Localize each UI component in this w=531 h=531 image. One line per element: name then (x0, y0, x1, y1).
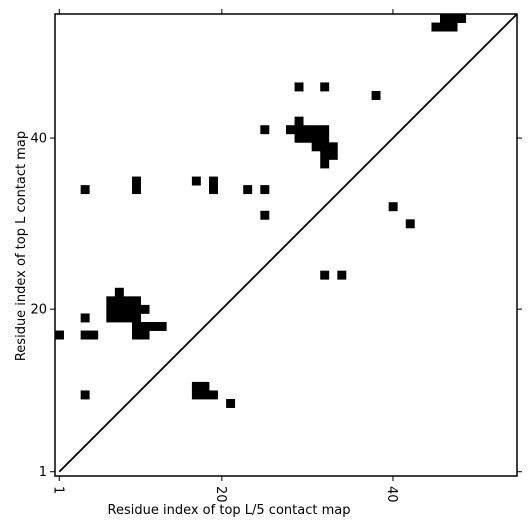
contact-cell-upper (294, 116, 304, 126)
contact-cell-lower (260, 210, 270, 220)
contact-cell-upper (294, 133, 304, 143)
contact-cell-lower (132, 296, 141, 306)
contact-cell-lower (132, 176, 141, 186)
contact-cell-upper (320, 150, 330, 160)
contact-cell-lower (106, 313, 116, 323)
x-tick-label: 40 (384, 486, 399, 503)
contact-cell-upper (294, 125, 304, 135)
contact-cell-upper (294, 82, 304, 92)
contact-cell-lower (191, 381, 201, 391)
contact-cell-lower (132, 304, 141, 314)
contact-cell-lower (80, 330, 90, 340)
y-tick-label: 40 (30, 132, 47, 147)
contact-cell-upper (371, 91, 381, 100)
contact-cell-lower (260, 185, 270, 195)
y-axis-label: Residue index of top L contact map (14, 131, 29, 361)
x-axis-label: Residue index of top L/5 contact map (108, 503, 351, 518)
contact-cell-lower (140, 330, 150, 340)
contact-cell-lower (132, 322, 141, 331)
contact-cell-upper (431, 22, 441, 32)
contact-cell-upper (320, 82, 330, 92)
x-tick-label: 1 (50, 486, 65, 494)
contact-cell-lower (114, 296, 124, 306)
contact-cell-lower (123, 313, 133, 323)
y-tick-label: 20 (30, 303, 47, 318)
contact-cell-lower (191, 390, 201, 400)
contact-cell-upper (320, 159, 330, 169)
plot-frame (54, 13, 518, 477)
axis-ticks: 1 20 40 1 20 40 (30, 9, 522, 503)
contact-cell-lower (132, 185, 141, 195)
contact-cell-upper (328, 150, 338, 160)
contact-cell-upper (328, 142, 338, 152)
contact-cell-lower (132, 330, 141, 340)
contact-cell-upper (303, 125, 313, 135)
contact-cell-lower (123, 304, 133, 314)
contact-cell-upper (311, 133, 321, 143)
contact-cell-upper (286, 125, 295, 135)
x-tick-label: 20 (213, 486, 228, 503)
contact-cell-upper (303, 133, 313, 143)
contact-cell-lower (149, 322, 159, 331)
contact-cell-upper (457, 14, 467, 23)
contact-cell-lower (226, 399, 236, 408)
contact-cell-lower (140, 322, 150, 331)
contact-cell-lower (123, 296, 133, 306)
contact-cell-upper (388, 202, 398, 212)
contact-cell-upper (260, 125, 270, 135)
contact-cell-lower (114, 304, 124, 314)
contact-cell-lower (106, 304, 116, 314)
contact-cell-lower (157, 322, 167, 331)
contact-cell-lower (80, 390, 90, 400)
contact-cell-lower (89, 330, 99, 340)
contact-cell-upper (320, 142, 330, 152)
contact-cell-upper (320, 133, 330, 143)
contact-cell-lower (80, 185, 90, 195)
contact-cells (55, 14, 467, 408)
contact-cell-lower (55, 330, 64, 340)
contact-cell-lower (114, 313, 124, 323)
contact-cell-upper (440, 14, 449, 23)
contact-cell-lower (209, 176, 218, 186)
contact-cell-lower (200, 390, 210, 400)
contact-cell-lower (200, 381, 210, 391)
y-tick-label: 1 (39, 465, 47, 480)
contact-cell-lower (132, 313, 141, 323)
contact-cell-upper (320, 270, 330, 280)
contact-cell-upper (405, 219, 415, 229)
contact-cell-lower (191, 176, 201, 186)
contact-cell-upper (311, 142, 321, 152)
contact-cell-upper (448, 14, 458, 23)
contact-cell-upper (440, 22, 449, 32)
contact-cell-upper (311, 125, 321, 135)
contact-cell-lower (80, 313, 90, 323)
contact-cell-upper (337, 270, 347, 280)
contact-cell-lower (209, 390, 218, 400)
diagonal-line (58, 13, 518, 473)
contact-cell-lower (114, 287, 124, 297)
contact-cell-lower (106, 296, 116, 306)
contact-cell-upper (320, 125, 330, 135)
contact-cell-lower (140, 304, 150, 314)
contact-cell-upper (448, 22, 458, 32)
contact-cell-lower (243, 185, 253, 195)
contact-cell-lower (209, 185, 218, 195)
